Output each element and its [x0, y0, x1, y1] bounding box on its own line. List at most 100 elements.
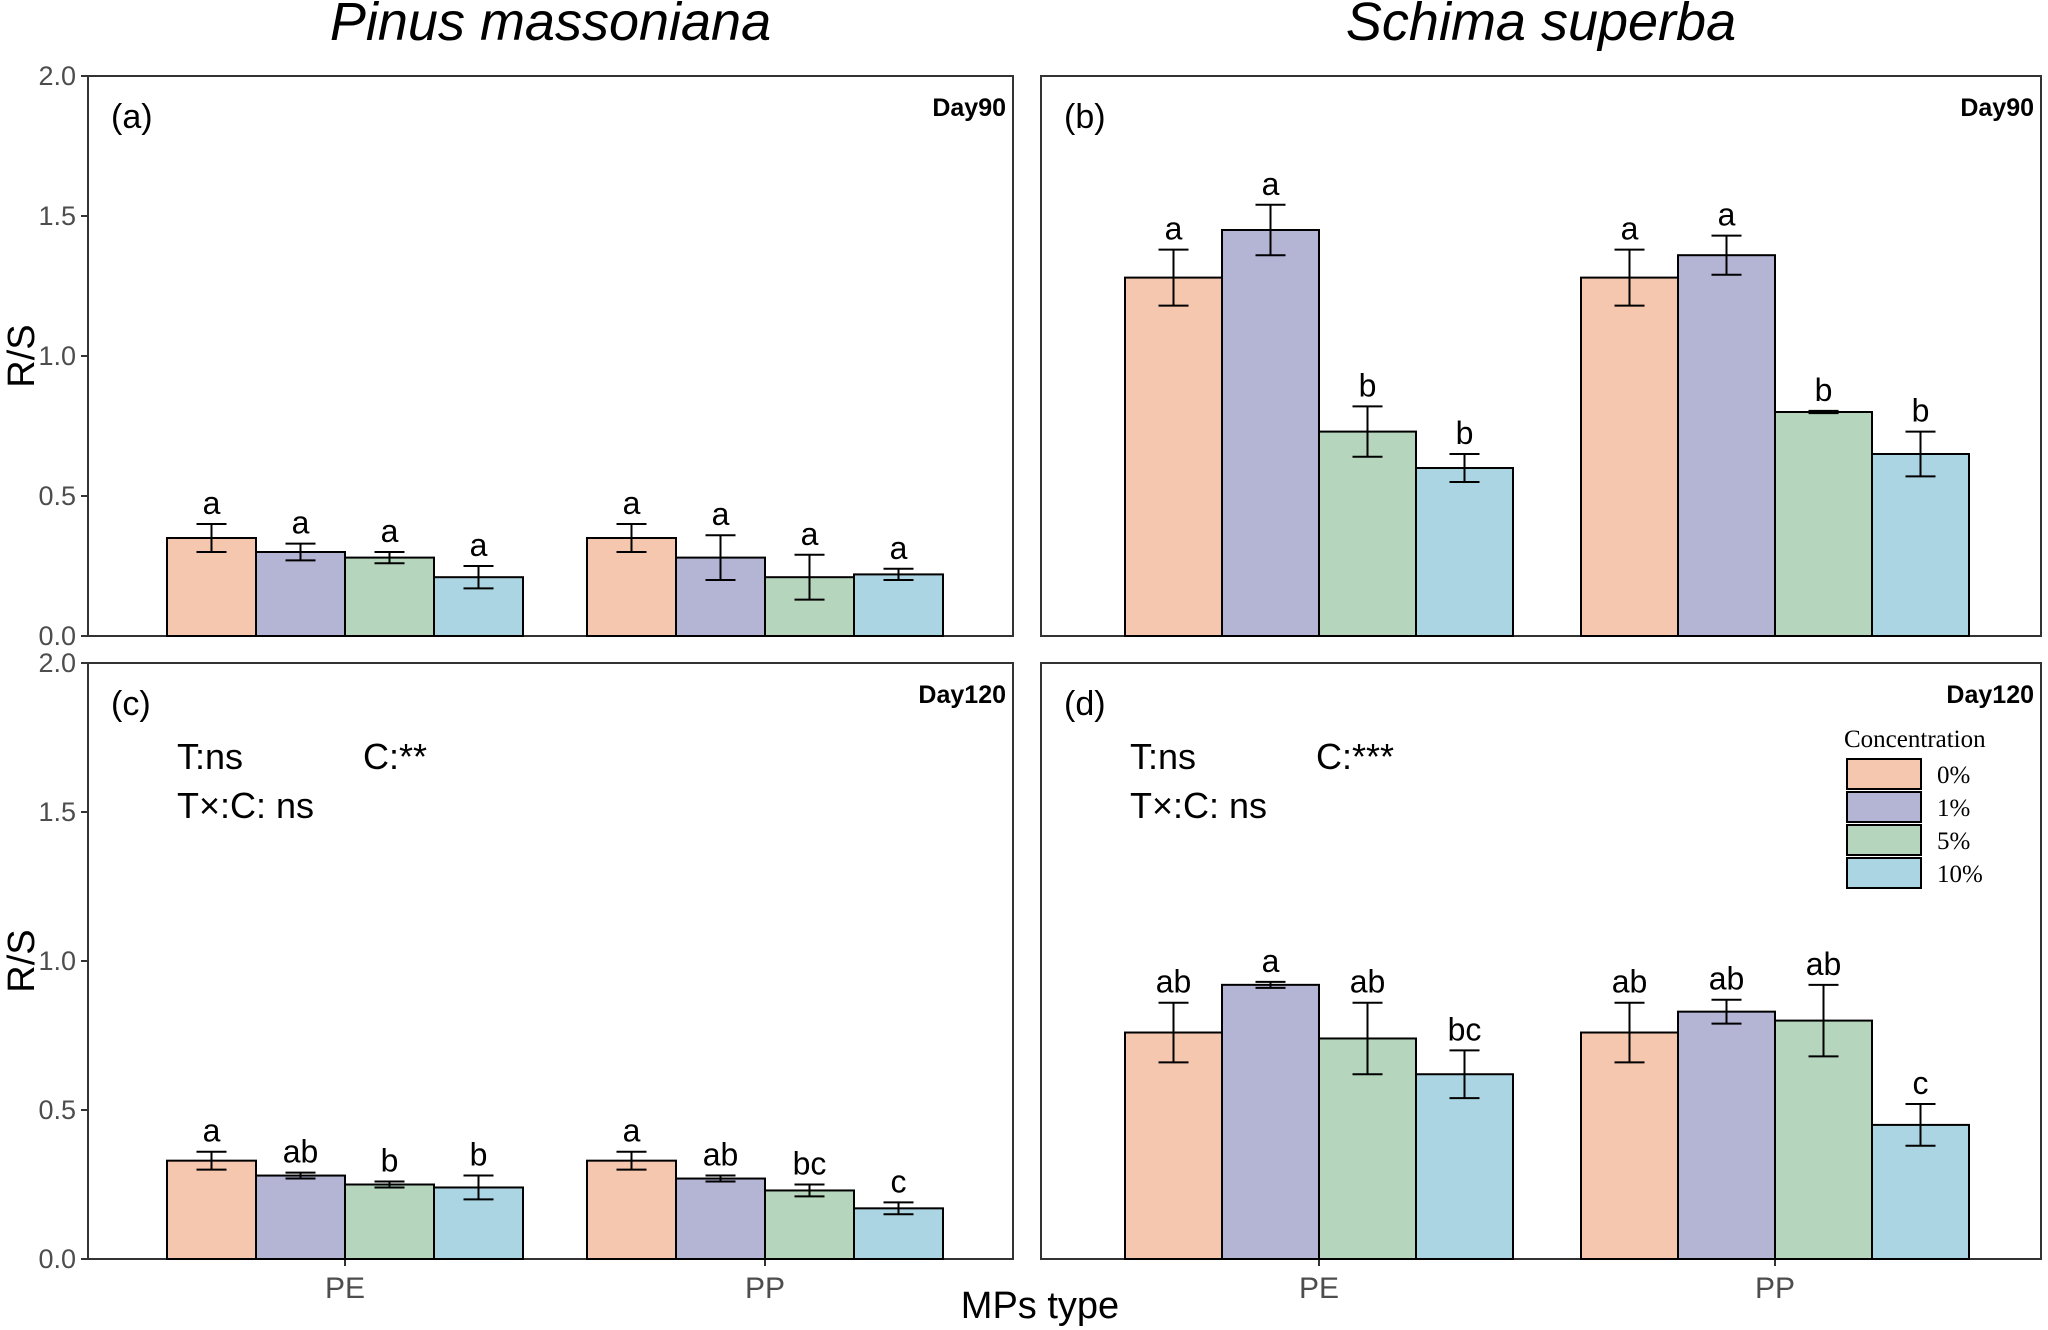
bar-10%-PP: [853, 573, 944, 638]
bar-1%-PE: [1221, 229, 1320, 637]
significance-letter: a: [623, 1113, 641, 1149]
x-category-label: PP: [745, 1272, 785, 1305]
legend-swatch-10%: [1846, 857, 1922, 889]
bar-1%-PE: [1221, 983, 1320, 1261]
bar-5%-PP: [1774, 1019, 1873, 1260]
significance-letter: bc: [793, 1146, 827, 1182]
significance-letter: b: [1359, 367, 1377, 403]
bar-0%-PE: [1124, 1031, 1223, 1261]
bar-0%-PE: [166, 1159, 257, 1261]
significance-letter: a: [890, 530, 908, 566]
legend-swatch-0%: [1846, 758, 1922, 790]
significance-letter: ab: [703, 1137, 739, 1173]
significance-letter: a: [381, 513, 399, 549]
bar-5%-PP: [764, 1189, 855, 1260]
significance-letter: b: [381, 1143, 399, 1179]
bar-10%-PP: [853, 1207, 944, 1260]
significance-letter: a: [1165, 211, 1183, 247]
y-tick-label: 1.0: [38, 341, 76, 371]
significance-letter: a: [1262, 943, 1280, 979]
stats-c: C:***: [1316, 736, 1394, 777]
significance-letter: a: [623, 485, 641, 521]
legend-label: 5%: [1937, 828, 1970, 855]
y-tick-label: 0.5: [38, 1095, 76, 1125]
day-label: Day90: [1960, 94, 2034, 122]
bar-1%-PE: [255, 1174, 346, 1261]
x-axis-title: MPs type: [961, 1285, 1119, 1327]
bar-10%-PE: [1415, 1073, 1514, 1260]
stats-c: C:**: [363, 736, 427, 777]
significance-letter: c: [891, 1163, 907, 1199]
significance-letter: ab: [1612, 964, 1648, 1000]
significance-letter: b: [1912, 393, 1930, 429]
column-title: Schima superba: [1346, 0, 1736, 52]
panel-tag: (a): [111, 98, 153, 136]
significance-letter: a: [292, 505, 310, 541]
bar-5%-PE: [344, 556, 435, 637]
significance-letter: ab: [1350, 964, 1386, 1000]
y-axis-title: R/S: [1, 929, 43, 992]
significance-letter: b: [1815, 372, 1833, 408]
significance-letter: a: [1262, 166, 1280, 202]
significance-letter: a: [712, 496, 730, 532]
y-tick-label: 1.0: [38, 946, 76, 976]
legend-title: Concentration: [1844, 726, 1986, 753]
significance-letter: a: [470, 527, 488, 563]
significance-letter: a: [1621, 211, 1639, 247]
legend-swatch-1%: [1846, 791, 1922, 823]
significance-letter: b: [470, 1137, 488, 1173]
y-tick-label: 0.5: [38, 481, 76, 511]
y-tick-label: 0.0: [38, 1244, 76, 1274]
bar-1%-PP: [675, 1177, 766, 1261]
significance-letter: a: [1718, 197, 1736, 233]
significance-letter: a: [203, 485, 221, 521]
significance-letter: a: [801, 516, 819, 552]
y-tick-label: 2.0: [38, 648, 76, 678]
bar-0%-PP: [1580, 276, 1679, 637]
bar-0%-PP: [586, 1159, 677, 1261]
bar-1%-PE: [255, 551, 346, 637]
significance-letter: c: [1913, 1065, 1929, 1101]
legend-swatch-5%: [1846, 824, 1922, 856]
stats-txc: T×:C: ns: [177, 785, 314, 826]
stats-txc: T×:C: ns: [1130, 785, 1267, 826]
bar-5%-PE: [344, 1183, 435, 1260]
day-label: Day120: [1946, 681, 2034, 709]
bar-5%-PP: [1774, 411, 1873, 637]
day-label: Day90: [932, 94, 1006, 122]
significance-letter: bc: [1448, 1011, 1482, 1047]
bar-10%-PP: [1871, 1123, 1970, 1261]
bar-0%-PE: [166, 537, 257, 637]
bar-1%-PP: [1677, 1010, 1776, 1260]
y-axis-title: R/S: [1, 324, 43, 387]
x-category-label: PE: [1299, 1272, 1339, 1305]
significance-letter: ab: [1806, 946, 1842, 982]
bar-1%-PP: [1677, 254, 1776, 637]
bar-0%-PP: [1580, 1031, 1679, 1261]
y-tick-label: 1.5: [38, 201, 76, 231]
significance-letter: ab: [1156, 964, 1192, 1000]
bar-5%-PE: [1318, 430, 1417, 637]
day-label: Day120: [918, 681, 1006, 709]
significance-letter: ab: [1709, 961, 1745, 997]
legend-label: 10%: [1937, 861, 1983, 888]
bar-0%-PE: [1124, 276, 1223, 637]
y-tick-label: 2.0: [38, 61, 76, 91]
significance-letter: a: [203, 1113, 221, 1149]
bar-10%-PP: [1871, 453, 1970, 637]
x-category-label: PE: [325, 1272, 365, 1305]
panel-tag: (c): [111, 685, 151, 723]
column-title: Pinus massoniana: [330, 0, 771, 52]
x-category-label: PP: [1755, 1272, 1795, 1305]
bar-10%-PE: [1415, 467, 1514, 637]
significance-letter: ab: [283, 1134, 319, 1170]
legend-label: 0%: [1937, 762, 1970, 789]
panel-tag: (b): [1064, 98, 1106, 136]
y-tick-label: 0.0: [38, 621, 76, 651]
y-tick-label: 1.5: [38, 797, 76, 827]
panel-tag: (d): [1064, 685, 1106, 723]
stats-t: T:ns: [177, 736, 243, 777]
significance-letter: b: [1456, 415, 1474, 451]
stats-t: T:ns: [1130, 736, 1196, 777]
